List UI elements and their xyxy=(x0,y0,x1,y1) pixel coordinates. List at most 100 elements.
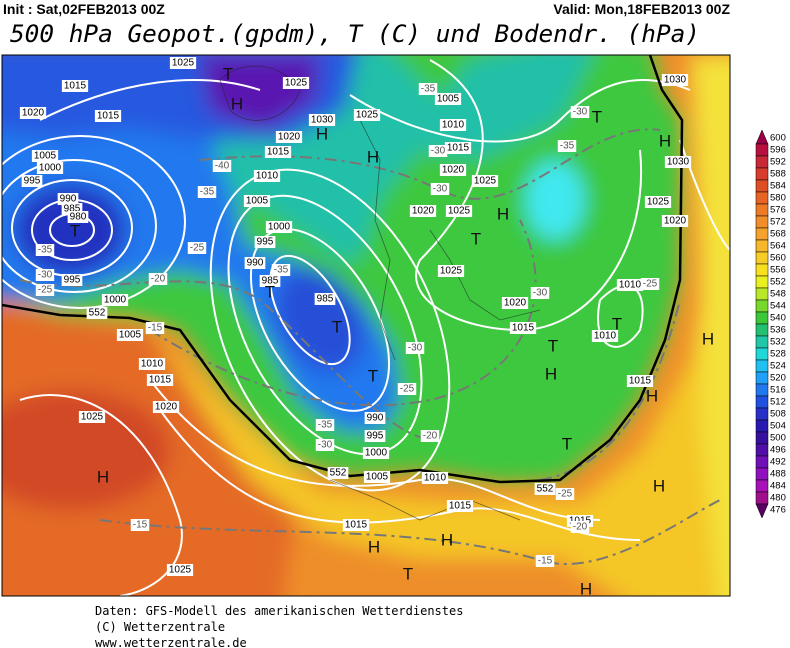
legend-label: 560 xyxy=(770,253,786,264)
isobar-label-box xyxy=(363,471,391,483)
isobar-label: 1015 xyxy=(449,501,472,512)
legend-cell xyxy=(755,371,769,385)
isobar-label-box xyxy=(146,374,174,386)
isobar-label: 1025 xyxy=(172,58,195,69)
pressure-center: H xyxy=(497,204,509,223)
legend-cell xyxy=(755,263,769,277)
legend-label: 556 xyxy=(770,265,786,276)
legend-cell xyxy=(755,227,769,241)
isobar-label-box xyxy=(61,80,89,92)
isobar-label-box xyxy=(437,265,465,277)
isobar-label-box xyxy=(254,236,276,248)
legend-cell xyxy=(755,179,769,193)
isobar-label: 1030 xyxy=(311,115,334,126)
isobar-label-box xyxy=(282,77,310,89)
isotherm-label: -25 xyxy=(558,489,573,500)
isobar-label-box xyxy=(169,57,197,69)
isotherm-label-box xyxy=(557,140,577,152)
legend-label: 476 xyxy=(770,505,786,516)
legend-label: 576 xyxy=(770,205,786,216)
contour-label-box xyxy=(534,483,556,495)
isotherm-label: -20 xyxy=(573,522,588,533)
legend-cell xyxy=(755,239,769,253)
legend-label: 548 xyxy=(770,289,786,300)
isobar-label: 990 xyxy=(60,194,77,205)
isobar-label-box xyxy=(439,119,467,131)
pressure-center: H xyxy=(441,530,453,549)
isobar-label-box xyxy=(244,257,266,269)
isotherm-label-box xyxy=(535,555,555,567)
contour-label-box xyxy=(86,307,108,319)
isobar-label-box xyxy=(259,275,281,287)
isobar-label: 1020 xyxy=(442,165,465,176)
legend-label: 592 xyxy=(770,157,786,168)
pressure-center: T xyxy=(265,282,275,301)
isobar-label-box xyxy=(253,170,281,182)
isobar-label: 1010 xyxy=(424,473,447,484)
legend-label: 540 xyxy=(770,313,786,324)
legend-label: 504 xyxy=(770,421,786,432)
isobar-label: 1020 xyxy=(278,132,301,143)
isotherm-label: -30 xyxy=(573,107,588,118)
valid-time: Valid: Mon,18FEB2013 00Z xyxy=(553,1,730,17)
isobar-label: 1000 xyxy=(39,163,62,174)
isotherm-label-box xyxy=(428,145,448,157)
isobar-label: 1020 xyxy=(155,402,178,413)
legend-cell xyxy=(755,167,769,181)
isotherm-label-box xyxy=(570,521,590,533)
legend-cell xyxy=(755,155,769,169)
isobar-label-box xyxy=(626,375,654,387)
isobar-label: 1025 xyxy=(440,266,463,277)
isobar-label-box xyxy=(471,175,499,187)
legend-label: 512 xyxy=(770,397,786,408)
isobar-label-box xyxy=(101,294,129,306)
isotherm-label: -25 xyxy=(400,384,415,395)
isobar-label: 995 xyxy=(367,431,384,442)
pressure-center: H xyxy=(659,131,671,150)
pressure-center: H xyxy=(367,147,379,166)
legend-cell xyxy=(755,491,769,505)
isotherm-label-box xyxy=(212,160,232,172)
isotherm-label: -35 xyxy=(200,187,215,198)
legend-label: 588 xyxy=(770,169,786,180)
isotherm-label: -20 xyxy=(423,431,438,442)
isobar-label: 1020 xyxy=(412,206,435,217)
legend-cell xyxy=(755,215,769,229)
isobar-label: 1010 xyxy=(256,171,279,182)
isotherm-label-box xyxy=(315,439,335,451)
isotherm-label: -25 xyxy=(38,285,53,296)
isotherm-label-box xyxy=(148,273,168,285)
contour-label: 552 xyxy=(89,308,106,319)
isobar-label-box xyxy=(616,279,644,291)
legend-label: 536 xyxy=(770,325,786,336)
isobar-label: 1015 xyxy=(345,520,368,531)
legend-cell xyxy=(755,287,769,301)
pressure-center: T xyxy=(70,221,80,240)
legend-label: 492 xyxy=(770,457,786,468)
isobar-label-box xyxy=(661,215,689,227)
legend-cell xyxy=(755,395,769,409)
isobar-label-box xyxy=(664,156,692,168)
isobar-label: 1015 xyxy=(149,375,172,386)
isobar-label-box xyxy=(362,447,390,459)
pressure-center: T xyxy=(562,434,572,453)
isotherm-label: -30 xyxy=(431,146,446,157)
isobar-label: 1005 xyxy=(366,472,389,483)
isotherm-label-box xyxy=(397,383,417,395)
legend-cell xyxy=(755,455,769,469)
isotherm-label: -35 xyxy=(560,141,575,152)
color-legend: 6005965925885845805765725685645605565525… xyxy=(755,129,786,519)
legend-cell xyxy=(755,203,769,217)
legend-cell xyxy=(755,479,769,493)
isobar-label: 1010 xyxy=(619,280,642,291)
isotherm-label-box xyxy=(35,244,55,256)
legend-cell xyxy=(755,419,769,433)
isotherm-label-box xyxy=(570,106,590,118)
isobar-label: 1010 xyxy=(442,120,465,131)
isotherm-label: -35 xyxy=(274,265,289,276)
isobar-label-box xyxy=(509,322,537,334)
pressure-center: H xyxy=(545,364,557,383)
isotherm-label: -15 xyxy=(148,323,163,334)
pressure-center: T xyxy=(592,107,602,126)
isobar-label: 1015 xyxy=(629,376,652,387)
